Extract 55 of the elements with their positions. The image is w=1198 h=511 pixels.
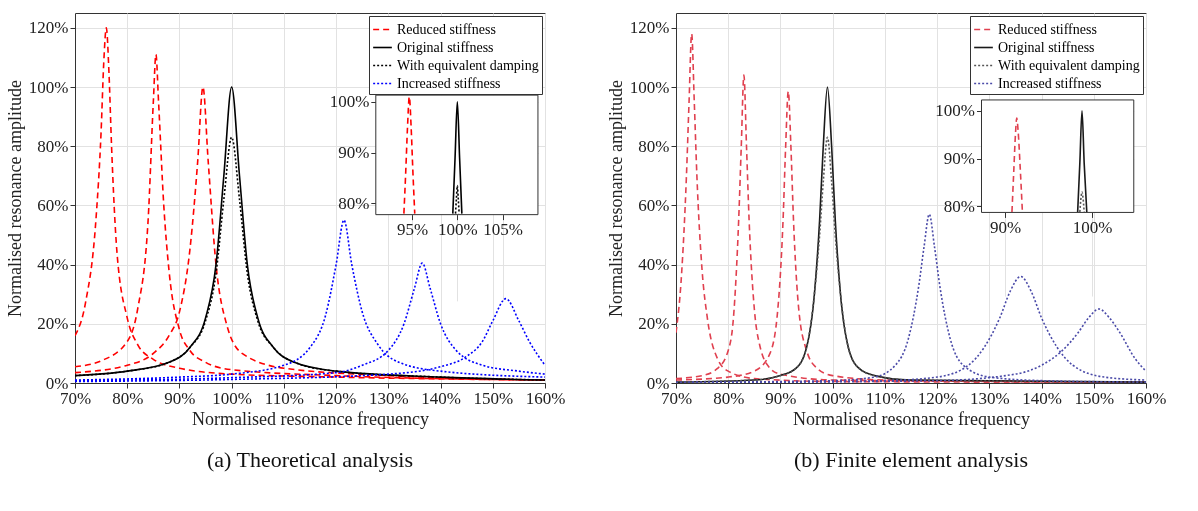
x-tick-label: 120% — [917, 388, 958, 408]
x-tick-label: 110% — [264, 388, 304, 408]
legend-label: Increased stiffness — [998, 75, 1102, 91]
y-tick-label: 60% — [638, 195, 670, 215]
x-tick-label: 90% — [164, 388, 196, 408]
y-tick-label: 100% — [629, 77, 670, 97]
y-tick-label: 80% — [338, 193, 370, 213]
x-axis-title: Normalised resonance frequency — [793, 408, 1030, 429]
x-tick-label: 95% — [396, 220, 429, 240]
x-tick-label: 140% — [1022, 388, 1062, 408]
x-tick-label: 80% — [713, 388, 745, 408]
legend-label: Original stiffness — [998, 39, 1095, 55]
legend-label: Increased stiffness — [397, 75, 501, 91]
legend-label: Reduced stiffness — [998, 21, 1097, 37]
x-tick-label: 160% — [525, 388, 566, 408]
x-tick-label: 110% — [865, 388, 905, 408]
y-tick-label: 100% — [935, 101, 975, 121]
y-tick-label: 20% — [638, 314, 670, 334]
x-tick-label: 80% — [112, 388, 144, 408]
legend-label: Original stiffness — [397, 39, 494, 55]
x-tick-label: 160% — [1126, 388, 1167, 408]
y-tick-label: 60% — [37, 195, 69, 215]
y-tick-label: 90% — [943, 149, 975, 169]
y-axis-title: Normalised resonance amplitude — [4, 80, 25, 317]
x-tick-label: 100% — [437, 220, 478, 240]
y-tick-label: 120% — [28, 18, 69, 38]
text: (b) Finite element analysis — [794, 447, 1028, 472]
y-tick-label: 100% — [329, 92, 370, 112]
y-tick-label: 40% — [638, 255, 670, 275]
y-tick-label: 80% — [638, 136, 670, 156]
x-tick-label: 130% — [970, 388, 1010, 408]
y-tick-label: 80% — [37, 136, 69, 156]
y-axis-title: Normalised resonance amplitude — [605, 80, 626, 317]
legend-label: With equivalent damping — [397, 57, 539, 73]
y-tick-label: 40% — [37, 255, 69, 275]
x-tick-label: 100% — [212, 388, 252, 408]
y-tick-label: 100% — [28, 77, 69, 97]
y-tick-label: 80% — [943, 196, 975, 216]
legend-label: With equivalent damping — [998, 57, 1140, 73]
legend-label: Reduced stiffness — [397, 21, 496, 37]
x-tick-label: 100% — [813, 388, 853, 408]
x-tick-label: 150% — [1074, 388, 1115, 408]
y-tick-label: 120% — [629, 18, 670, 38]
x-tick-label: 100% — [1072, 217, 1113, 237]
y-tick-label: 90% — [338, 143, 370, 163]
x-axis-title: Normalised resonance frequency — [192, 408, 429, 429]
text: (a) Theoretical analysis — [206, 447, 414, 472]
x-tick-label: 105% — [483, 220, 523, 240]
x-tick-label: 130% — [369, 388, 409, 408]
x-tick-label: 90% — [765, 388, 797, 408]
y-tick-label: 20% — [37, 314, 69, 334]
x-tick-label: 120% — [316, 388, 357, 408]
x-tick-label: 90% — [989, 217, 1022, 237]
x-tick-label: 140% — [421, 388, 461, 408]
x-tick-label: 150% — [473, 388, 514, 408]
